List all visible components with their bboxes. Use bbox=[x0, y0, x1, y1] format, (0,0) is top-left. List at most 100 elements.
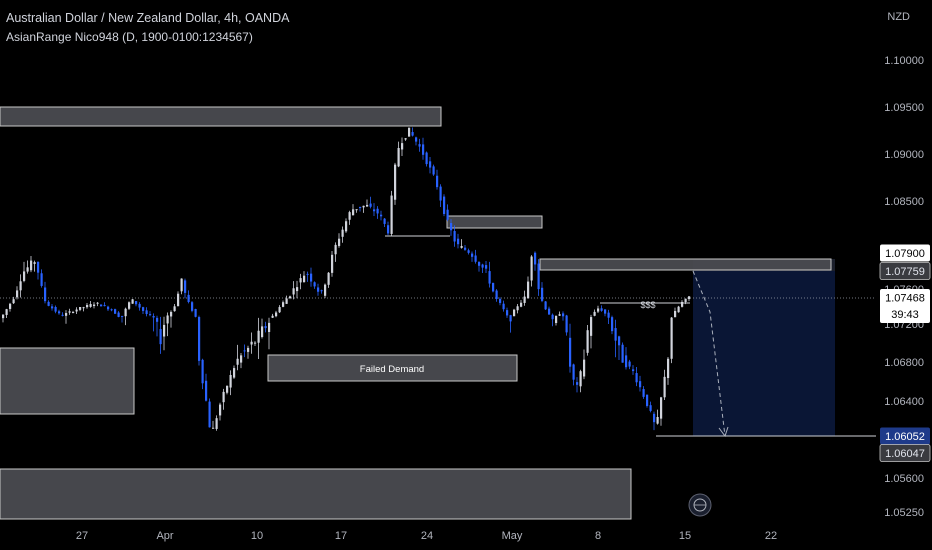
candle-body[interactable] bbox=[145, 310, 148, 315]
candle-body[interactable] bbox=[558, 314, 561, 316]
candle-body[interactable] bbox=[607, 312, 610, 318]
candle-body[interactable] bbox=[142, 307, 145, 311]
candle-body[interactable] bbox=[219, 404, 222, 416]
zone-demand-bottom[interactable] bbox=[0, 468, 632, 520]
candle-body[interactable] bbox=[93, 304, 96, 307]
candle-body[interactable] bbox=[355, 209, 358, 211]
candle-body[interactable] bbox=[117, 312, 120, 317]
candle-body[interactable] bbox=[425, 152, 428, 165]
candle-body[interactable] bbox=[110, 309, 113, 311]
candle-body[interactable] bbox=[296, 287, 299, 292]
candle-body[interactable] bbox=[523, 296, 526, 303]
candle-body[interactable] bbox=[460, 246, 463, 248]
candle-body[interactable] bbox=[107, 306, 110, 310]
candle-body[interactable] bbox=[212, 427, 215, 429]
candle-body[interactable] bbox=[240, 355, 243, 363]
candle-body[interactable] bbox=[152, 316, 155, 318]
candle-body[interactable] bbox=[187, 294, 190, 302]
candle-body[interactable] bbox=[138, 303, 141, 308]
candle-body[interactable] bbox=[156, 317, 159, 322]
candle-body[interactable] bbox=[688, 296, 691, 300]
candle-body[interactable] bbox=[215, 418, 218, 429]
candle-body[interactable] bbox=[390, 195, 393, 234]
candle-body[interactable] bbox=[243, 350, 246, 352]
zone-failed-demand[interactable] bbox=[267, 354, 518, 382]
candle-body[interactable] bbox=[334, 244, 337, 255]
candle-body[interactable] bbox=[422, 144, 425, 155]
candle-body[interactable] bbox=[177, 293, 180, 307]
candle-body[interactable] bbox=[2, 314, 5, 319]
candle-body[interactable] bbox=[23, 271, 26, 281]
candle-body[interactable] bbox=[257, 330, 260, 343]
candle-body[interactable] bbox=[348, 212, 351, 220]
candle-body[interactable] bbox=[40, 273, 43, 286]
candle-body[interactable] bbox=[254, 342, 257, 344]
candle-body[interactable] bbox=[530, 256, 533, 281]
candle-body[interactable] bbox=[282, 302, 285, 307]
candle-body[interactable] bbox=[499, 298, 502, 303]
candle-body[interactable] bbox=[485, 265, 488, 269]
candle-body[interactable] bbox=[306, 273, 309, 275]
candle-body[interactable] bbox=[345, 221, 348, 232]
candle-body[interactable] bbox=[555, 315, 558, 323]
candle-body[interactable] bbox=[534, 252, 537, 265]
candle-body[interactable] bbox=[135, 301, 138, 305]
candle-body[interactable] bbox=[572, 364, 575, 380]
candle-body[interactable] bbox=[268, 322, 271, 332]
candle-body[interactable] bbox=[362, 205, 365, 208]
candle-body[interactable] bbox=[625, 355, 628, 368]
candle-body[interactable] bbox=[341, 229, 344, 237]
candle-body[interactable] bbox=[488, 271, 491, 284]
candle-body[interactable] bbox=[285, 298, 288, 304]
zone-supply-top[interactable] bbox=[0, 106, 442, 127]
candle-body[interactable] bbox=[597, 308, 600, 312]
candle-body[interactable] bbox=[338, 238, 341, 246]
price-label-gray[interactable] bbox=[879, 444, 931, 462]
candle-body[interactable] bbox=[226, 385, 229, 393]
candle-body[interactable] bbox=[198, 317, 201, 361]
candle-body[interactable] bbox=[58, 311, 61, 314]
candle-body[interactable] bbox=[86, 304, 89, 308]
candle-body[interactable] bbox=[635, 373, 638, 383]
candle-body[interactable] bbox=[173, 306, 176, 312]
candle-body[interactable] bbox=[502, 303, 505, 310]
candle-body[interactable] bbox=[513, 309, 516, 317]
candle-body[interactable] bbox=[446, 209, 449, 220]
candle-body[interactable] bbox=[33, 262, 36, 264]
candle-body[interactable] bbox=[649, 405, 652, 411]
candle-body[interactable] bbox=[100, 304, 103, 307]
candle-body[interactable] bbox=[653, 413, 656, 423]
candle-body[interactable] bbox=[163, 324, 166, 337]
candle-body[interactable] bbox=[275, 312, 278, 317]
candle-body[interactable] bbox=[261, 326, 264, 337]
zone-supply-mid[interactable] bbox=[446, 215, 543, 229]
candle-body[interactable] bbox=[47, 301, 50, 306]
candle-body[interactable] bbox=[376, 208, 379, 214]
candle-body[interactable] bbox=[191, 302, 194, 311]
candle-body[interactable] bbox=[401, 143, 404, 150]
candle-body[interactable] bbox=[604, 309, 607, 314]
candle-body[interactable] bbox=[114, 309, 117, 314]
candle-body[interactable] bbox=[614, 328, 617, 341]
candle-body[interactable] bbox=[632, 369, 635, 372]
candle-body[interactable] bbox=[89, 304, 92, 307]
candle-body[interactable] bbox=[453, 231, 456, 242]
short-position-target-zone[interactable] bbox=[693, 271, 835, 436]
candle-body[interactable] bbox=[317, 287, 320, 292]
candle-body[interactable] bbox=[509, 315, 512, 322]
candle-body[interactable] bbox=[471, 253, 474, 257]
candle-body[interactable] bbox=[236, 358, 239, 365]
candle-body[interactable] bbox=[593, 311, 596, 316]
candle-body[interactable] bbox=[481, 264, 484, 268]
candle-body[interactable] bbox=[5, 309, 8, 315]
candle-body[interactable] bbox=[586, 330, 589, 353]
candle-body[interactable] bbox=[548, 308, 551, 315]
candle-body[interactable] bbox=[450, 223, 453, 231]
candle-body[interactable] bbox=[520, 302, 523, 307]
candle-body[interactable] bbox=[670, 317, 673, 359]
candle-body[interactable] bbox=[516, 306, 519, 311]
candle-body[interactable] bbox=[19, 281, 22, 291]
indicator-legend[interactable]: AsianRange Nico948 (D, 1900-0100:1234567… bbox=[6, 30, 253, 44]
price-label-gray[interactable] bbox=[879, 262, 931, 280]
candle-body[interactable] bbox=[352, 209, 355, 216]
